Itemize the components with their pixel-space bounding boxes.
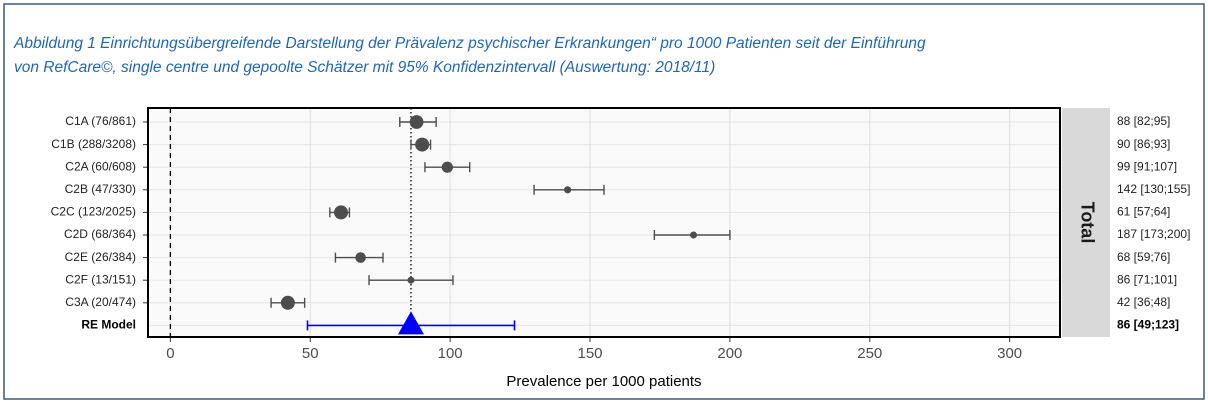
panel <box>148 108 1060 337</box>
x-tick-label: 200 <box>717 345 742 362</box>
x-tick-label: 250 <box>857 345 882 362</box>
x-tick-label: 0 <box>166 345 174 362</box>
point <box>407 276 415 284</box>
point <box>415 137 430 152</box>
point <box>355 252 366 263</box>
point <box>441 161 453 173</box>
value-label: 86 [71;101] <box>1117 272 1177 286</box>
value-label: 68 [59;76] <box>1117 250 1170 264</box>
summary-point <box>397 311 424 335</box>
row-label: C2C (123/2025) <box>51 205 136 219</box>
point <box>564 186 572 194</box>
row-label: C1B (288/3208) <box>51 137 136 151</box>
point <box>690 231 698 239</box>
caption-line: von RefCare©, single centre und gepoolte… <box>14 59 715 76</box>
value-label: 142 [130;155] <box>1117 182 1190 196</box>
row-label: RE Model <box>81 318 136 332</box>
value-label: 88 [82;95] <box>1117 114 1170 128</box>
value-label: 86 [49;123] <box>1117 318 1179 332</box>
value-label: 99 [91;107] <box>1117 159 1177 173</box>
value-label: 90 [86;93] <box>1117 137 1170 151</box>
x-tick-label: 50 <box>302 345 319 362</box>
point <box>409 115 424 129</box>
row-label: C1A (76/861) <box>65 114 136 128</box>
caption-line: Abbildung 1 Einrichtungsübergreifende Da… <box>13 35 926 52</box>
x-tick-label: 100 <box>438 345 463 362</box>
point <box>280 295 295 310</box>
value-label: 61 [57;64] <box>1117 205 1170 219</box>
row-label: C2F (13/151) <box>65 272 136 286</box>
value-label: 187 [173;200] <box>1117 227 1190 241</box>
row-label: C2E (26/384) <box>65 250 136 264</box>
x-axis-title: Prevalence per 1000 patients <box>506 373 701 390</box>
row-label: C3A (20/474) <box>65 295 136 309</box>
row-label: C2B (47/330) <box>65 182 136 196</box>
strip-label: Total <box>1077 202 1097 244</box>
x-tick-label: 300 <box>997 345 1022 362</box>
point <box>334 205 349 220</box>
strip <box>1062 108 1110 337</box>
panel-border <box>147 107 1061 338</box>
x-tick-label: 150 <box>577 345 602 362</box>
row-label: C2D (68/364) <box>64 227 136 241</box>
row-label: C2A (60/608) <box>65 159 136 173</box>
value-label: 42 [36;48] <box>1117 295 1170 309</box>
